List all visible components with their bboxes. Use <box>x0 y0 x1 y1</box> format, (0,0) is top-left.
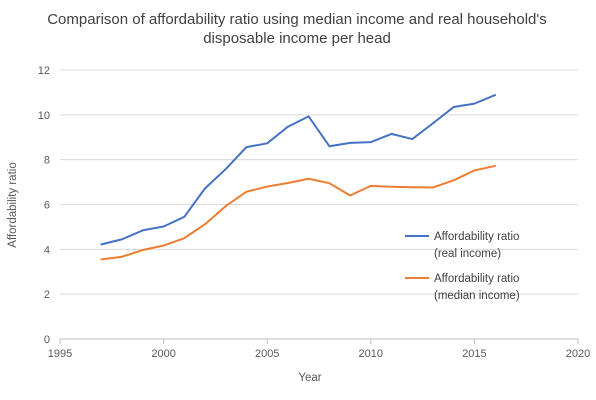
legend-label-median-income-line-2: (median income) <box>434 290 520 302</box>
legend-label-median-income-line-1: Affordability ratio <box>434 273 519 285</box>
series <box>100 94 497 261</box>
y-tick-label-0: 0 <box>44 334 50 346</box>
x-tick-label-1995: 1995 <box>48 348 72 360</box>
y-tick-label-12: 12 <box>38 65 50 77</box>
x-tick-label-2020: 2020 <box>566 348 590 360</box>
x-tick-label-2000: 2000 <box>151 348 175 360</box>
series-line-1 <box>100 164 497 261</box>
chart-title-line-1: Comparison of affordability ratio using … <box>47 11 547 28</box>
grid <box>60 69 578 295</box>
legend-item-median-income: Affordability ratio (median income) <box>405 273 520 302</box>
axes <box>59 338 579 344</box>
y-tick-label-8: 8 <box>44 155 50 167</box>
y-axis-title: Affordability ratio <box>7 162 19 247</box>
y-tick-label-4: 4 <box>44 244 50 256</box>
x-tick-label-2010: 2010 <box>359 348 383 360</box>
y-tick-label-2: 2 <box>44 289 50 301</box>
x-tick-label-2005: 2005 <box>255 348 279 360</box>
x-tick-label-2015: 2015 <box>462 348 486 360</box>
y-tick-label-10: 10 <box>38 110 50 122</box>
x-axis-title: Year <box>298 372 321 384</box>
legend: Affordability ratio (real income) Afford… <box>405 231 520 302</box>
legend-label-real-income-line-2: (real income) <box>434 248 501 260</box>
y-tick-label-6: 6 <box>44 200 50 212</box>
legend-label-real-income-line-1: Affordability ratio <box>434 231 519 243</box>
series-line-0 <box>100 94 497 246</box>
legend-item-real-income: Affordability ratio (real income) <box>405 231 519 260</box>
chart-title-line-2: disposable income per head <box>203 30 391 47</box>
tick-labels: 0 2 4 6 8 10 12 1995 2000 2005 2010 2015 2020 <box>38 65 590 360</box>
